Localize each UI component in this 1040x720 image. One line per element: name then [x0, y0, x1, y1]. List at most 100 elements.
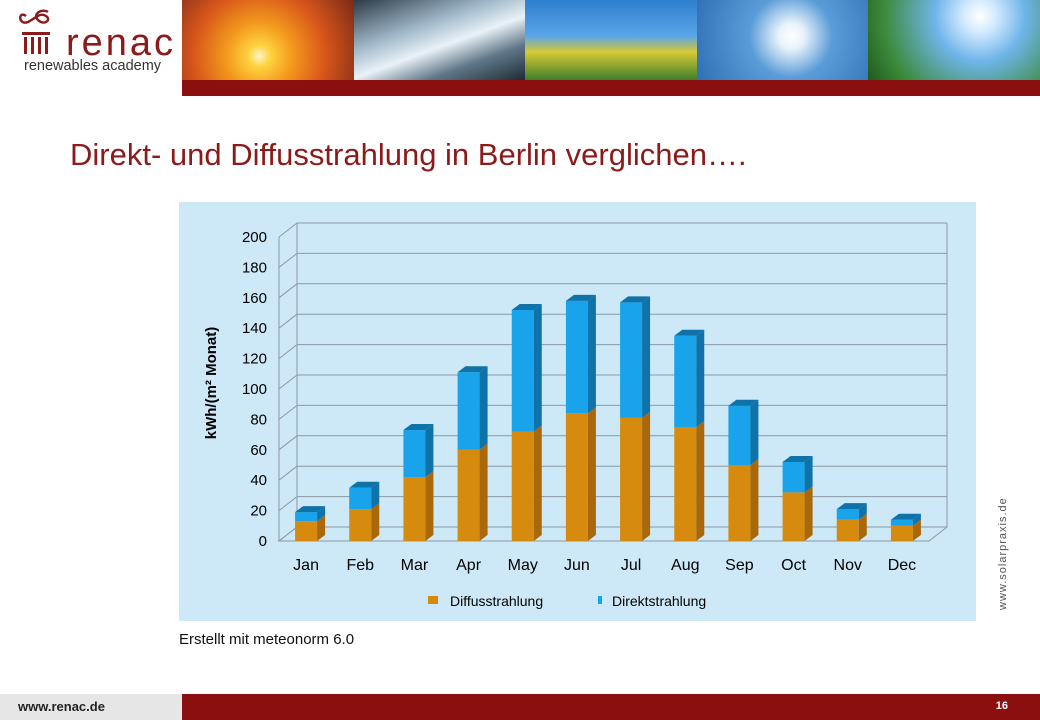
diffus-bar-oct-side [804, 486, 813, 541]
x-tick-label: Feb [346, 557, 374, 574]
chart-panel: 0 20 40 60 80 100 120 140 160 180 200 Jan Feb Mar Apr M… [179, 202, 976, 621]
direkt-bar-mar-top [403, 424, 434, 431]
direkt-bar-jun-side [587, 294, 596, 414]
y-tick-label: 80 [250, 411, 267, 428]
diffus-bar-jan [295, 521, 318, 541]
direkt-bar-jan-top [295, 506, 326, 513]
slide-title: Direkt- und Diffusstrahlung in Berlin ve… [70, 137, 747, 172]
x-tick-label: Nov [834, 557, 862, 574]
y-tick-label: 140 [242, 320, 267, 337]
logo-subtitle: renewables academy [24, 58, 162, 74]
diffus-bar-jun [565, 413, 588, 541]
direkt-bar-aug-top [674, 329, 705, 336]
diffus-bar-sep-side [750, 459, 759, 541]
footer-url[interactable]: www.renac.de [18, 699, 105, 714]
gridline-side [278, 222, 298, 238]
diffus-bar-dec [890, 525, 913, 541]
page-number: 16 [995, 700, 1008, 712]
diffus-bar-may-side [533, 425, 542, 541]
y-tick-label: 200 [242, 229, 267, 246]
gridline-side [278, 344, 298, 359]
diffus-bar-may [511, 431, 534, 541]
diffus-bar-nov [836, 519, 859, 541]
diffus-bar-oct [782, 492, 805, 541]
gridline-side [278, 496, 298, 511]
x-tick-label: Dec [888, 557, 916, 574]
direkt-bar-nov [836, 509, 859, 520]
direkt-bar-apr [457, 372, 480, 450]
direkt-bar-sep-side [750, 399, 759, 465]
diffus-bar-feb [349, 509, 372, 541]
direkt-bar-oct [782, 461, 805, 493]
gridline-side [278, 374, 298, 390]
gridline-side [278, 435, 298, 451]
gridline-side [278, 253, 298, 268]
diffus-bar-aug [674, 427, 697, 541]
legend-swatch [598, 596, 602, 604]
header: renac renewables academy [0, 0, 1040, 96]
diffus-bar-apr [457, 449, 480, 541]
direkt-bar-aug [674, 335, 697, 427]
direkt-bar-feb-side [371, 481, 380, 510]
gridline-side [278, 313, 298, 329]
diffus-bar-aug-side [696, 421, 705, 541]
diffus-bar-jul [620, 417, 643, 541]
x-tick-label: May [508, 557, 538, 574]
direkt-bar-feb [349, 487, 372, 510]
x-tick-label: Apr [456, 557, 482, 574]
direkt-bar-apr-top [457, 366, 488, 373]
side-url: www.solarpraxis.de [997, 497, 1009, 610]
diffus-bar-dec-side [912, 519, 921, 541]
legend-swatch [428, 596, 438, 604]
logo[interactable]: renac renewables academy [0, 0, 182, 96]
direkt-bar-apr-side [479, 366, 488, 450]
header-accent-bar [182, 80, 1040, 96]
direkt-bar-dec-top [890, 513, 921, 520]
direkt-bar-dec [890, 519, 913, 526]
y-tick-label: 40 [250, 472, 267, 489]
y-tick-label: 0 [259, 533, 267, 550]
stacked-bar-chart: 0 20 40 60 80 100 120 140 160 180 200 Jan Feb Mar Apr M… [203, 222, 949, 609]
direkt-bar-jan-side [317, 506, 326, 522]
direkt-bar-aug-side [696, 329, 705, 427]
direkt-bar-jan [295, 512, 318, 522]
chart-floor [277, 526, 949, 542]
direkt-bar-jun [565, 300, 588, 414]
x-tick-label: Jun [564, 557, 590, 574]
diffus-bar-nov-side [858, 513, 867, 541]
x-tick-label: Oct [781, 557, 806, 574]
direkt-bar-oct-top [782, 455, 813, 462]
footer-bar [182, 694, 1040, 720]
direkt-bar-feb-top [349, 481, 380, 488]
x-tick-label: Sep [725, 557, 754, 574]
y-tick-label: 120 [242, 351, 267, 368]
y-tick-label: 100 [242, 381, 267, 398]
y-tick-label: 20 [250, 503, 267, 520]
x-tick-label: Aug [671, 557, 699, 574]
y-tick-label: 60 [250, 442, 267, 459]
y-tick-label: 180 [242, 259, 267, 276]
footer-left [0, 694, 182, 720]
diffus-bar-feb-side [371, 503, 380, 541]
diffus-bar-sep [728, 465, 751, 541]
direkt-bar-sep-top [728, 399, 759, 406]
diffus-bar-jun-side [587, 407, 596, 541]
direkt-bar-jul-top [620, 296, 651, 303]
direkt-bar-nov-side [858, 503, 867, 520]
legend-label: Diffusstrahlung [450, 593, 543, 609]
direkt-bar-jul-side [642, 296, 651, 418]
rapeseed-photo [525, 0, 697, 80]
direkt-bar-nov-top [836, 503, 867, 510]
gridline-side [278, 465, 298, 481]
x-tick-label: Mar [401, 557, 429, 574]
direkt-bar-mar [403, 430, 426, 478]
waterfall-photo [353, 0, 526, 80]
direkt-bar-sep [728, 405, 751, 465]
y-tick-label: 160 [242, 290, 267, 307]
direkt-bar-may-top [511, 303, 542, 310]
diffus-bar-apr-side [479, 443, 488, 541]
sunset-photo [182, 0, 354, 80]
direkt-bar-dec-side [912, 513, 921, 526]
direkt-bar-jul [620, 302, 643, 418]
direkt-bar-may-side [533, 303, 542, 432]
